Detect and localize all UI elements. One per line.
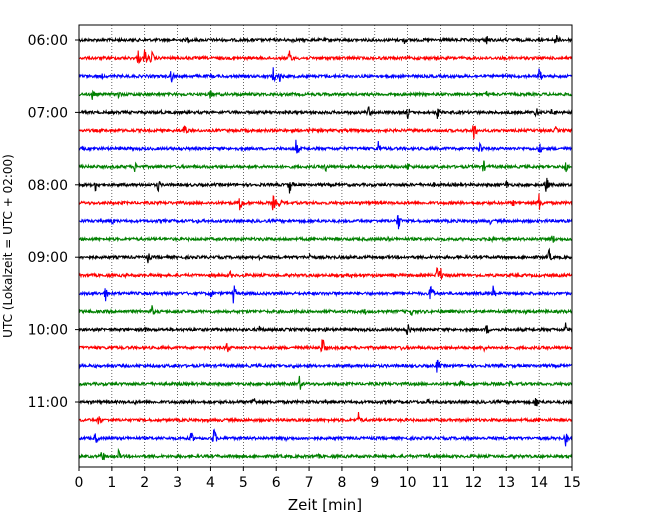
x-tick-label-13: 13 xyxy=(497,475,515,491)
x-tick-label-11: 11 xyxy=(432,475,450,491)
y-tick-label-3: 09:00 xyxy=(28,250,68,266)
trace-1145 xyxy=(78,447,573,461)
x-tick-label-14: 14 xyxy=(530,475,548,491)
trace-0615 xyxy=(78,49,573,65)
trace-1015 xyxy=(78,339,573,353)
x-tick-label-8: 8 xyxy=(337,475,346,491)
trace-0730 xyxy=(78,139,573,154)
y-tick-label-0: 06:00 xyxy=(28,33,68,49)
y-tick-label-5: 11:00 xyxy=(28,395,68,411)
trace-0630 xyxy=(78,67,573,83)
x-tick-label-7: 7 xyxy=(305,475,314,491)
trace-0900 xyxy=(78,247,573,264)
x-axis-ticks: 0 1 2 3 4 5 6 7 8 9 10 11 12 13 14 15 xyxy=(75,467,581,491)
trace-1100 xyxy=(78,397,573,407)
x-tick-label-0: 0 xyxy=(75,475,84,491)
plot-frame xyxy=(78,24,573,468)
trace-1115 xyxy=(78,411,573,425)
trace-1000 xyxy=(78,322,573,336)
x-tick-label-15: 15 xyxy=(563,475,581,491)
y-axis-label: UTC (Lokalzeit = UTC + 02:00) xyxy=(1,154,15,338)
trace-0645 xyxy=(78,89,573,100)
x-tick-label-2: 2 xyxy=(140,475,149,491)
x-tick-label-4: 4 xyxy=(206,475,215,491)
trace-1045 xyxy=(78,375,573,390)
plot-background xyxy=(79,25,572,467)
y-axis-ticks: 06:00 07:00 08:00 09:00 10:00 11:00 xyxy=(28,33,79,411)
trace-1130 xyxy=(78,428,573,447)
x-tick-label-5: 5 xyxy=(239,475,248,491)
trace-0715 xyxy=(78,125,573,140)
seismic-traces xyxy=(78,34,573,461)
trace-0930 xyxy=(78,285,573,304)
trace-1030 xyxy=(78,359,573,373)
y-tick-label-4: 10:00 xyxy=(28,323,68,339)
trace-0915 xyxy=(78,267,573,280)
trace-0845 xyxy=(78,235,573,244)
y-tick-label-1: 07:00 xyxy=(28,105,68,121)
x-tick-label-9: 9 xyxy=(370,475,379,491)
trace-0815 xyxy=(78,193,573,211)
x-tick-label-10: 10 xyxy=(399,475,417,491)
trace-0800 xyxy=(78,177,573,194)
x-tick-label-6: 6 xyxy=(272,475,281,491)
x-tick-label-1: 1 xyxy=(107,475,116,491)
trace-0600 xyxy=(78,34,573,45)
trace-0830 xyxy=(78,214,573,230)
trace-0745 xyxy=(78,160,573,173)
trace-0945 xyxy=(78,305,573,316)
x-axis-label: Zeit [min] xyxy=(288,496,362,514)
x-tick-label-3: 3 xyxy=(173,475,182,491)
trace-0700 xyxy=(78,106,573,120)
y-tick-label-2: 08:00 xyxy=(28,178,68,194)
x-tick-label-12: 12 xyxy=(464,475,482,491)
